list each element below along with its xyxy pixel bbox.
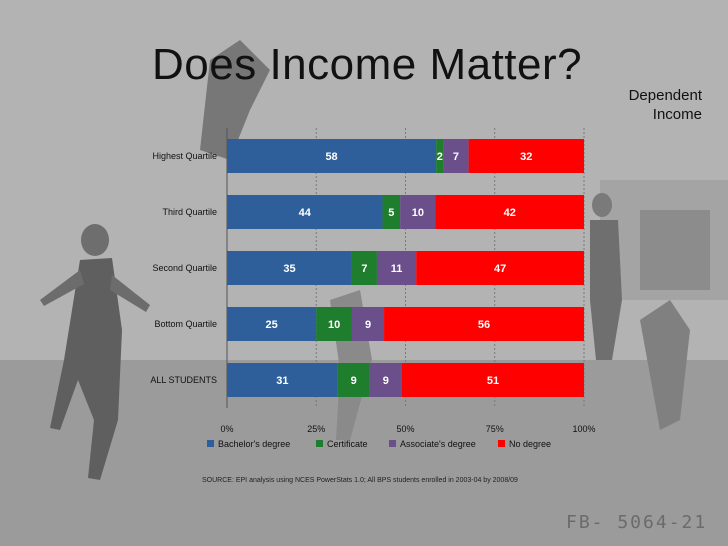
bar-segment xyxy=(376,251,417,285)
legend-swatch xyxy=(207,440,214,447)
legend-label: Associate's degree xyxy=(400,439,476,449)
data-label: 11 xyxy=(391,263,403,275)
bar-segment xyxy=(227,139,437,173)
data-label: 32 xyxy=(520,151,532,163)
bar-segment xyxy=(316,307,352,341)
slide-subtitle: Dependent Income xyxy=(629,86,702,124)
data-label: 47 xyxy=(494,263,506,275)
subtitle-line-2: Income xyxy=(652,106,702,123)
category-label: Highest Quartile xyxy=(152,151,217,161)
legend-swatch xyxy=(498,440,505,447)
data-label: 7 xyxy=(361,263,367,275)
x-tick-label: 0% xyxy=(220,424,233,434)
data-label: 31 xyxy=(276,375,288,387)
bar-segment xyxy=(351,307,385,341)
bar-segment xyxy=(468,139,584,173)
data-label: 44 xyxy=(299,207,312,219)
bar-segment xyxy=(436,139,444,173)
legend-label: Bachelor's degree xyxy=(218,439,290,449)
data-label: 42 xyxy=(504,207,516,219)
data-label: 9 xyxy=(351,375,357,387)
category-label: ALL STUDENTS xyxy=(150,375,217,385)
bar-segment xyxy=(384,307,584,341)
data-label: 7 xyxy=(453,151,459,163)
bar-segment xyxy=(400,195,436,229)
category-label: Second Quartile xyxy=(152,263,217,273)
bar-segment xyxy=(227,251,352,285)
x-tick-label: 25% xyxy=(307,424,325,434)
data-label: 2 xyxy=(437,151,443,163)
x-tick-label: 75% xyxy=(486,424,504,434)
bar-segment xyxy=(382,195,401,229)
slide-title: Does Income Matter? xyxy=(152,40,583,89)
data-label: 9 xyxy=(383,375,389,387)
data-label: 58 xyxy=(325,151,337,163)
bar-segment xyxy=(416,251,584,285)
legend-swatch xyxy=(389,440,396,447)
data-label: 35 xyxy=(283,263,295,275)
data-label: 10 xyxy=(328,319,340,331)
category-label: Bottom Quartile xyxy=(154,319,217,329)
data-label: 51 xyxy=(487,375,499,387)
bar-segment xyxy=(401,363,584,397)
data-label: 5 xyxy=(388,207,394,219)
data-label: 25 xyxy=(266,319,278,331)
bar-segment xyxy=(227,307,317,341)
bar-segment xyxy=(443,139,469,173)
bar-segment xyxy=(337,363,370,397)
archive-stamp: FB- 5064-21 xyxy=(566,512,708,533)
data-label: 56 xyxy=(478,319,490,331)
source-note: SOURCE: EPI analysis using NCES PowerSta… xyxy=(202,477,518,484)
bar-segment xyxy=(227,195,383,229)
data-label: 9 xyxy=(365,319,371,331)
data-label: 10 xyxy=(412,207,424,219)
category-label: Third Quartile xyxy=(162,207,217,217)
x-tick-label: 50% xyxy=(396,424,414,434)
legend-label: Certificate xyxy=(327,439,368,449)
legend-label: No degree xyxy=(509,439,551,449)
bar-segment xyxy=(227,363,338,397)
legend-swatch xyxy=(316,440,323,447)
bar-segment xyxy=(351,251,377,285)
x-tick-label: 100% xyxy=(572,424,595,434)
bar-segment xyxy=(435,195,584,229)
bar-segment xyxy=(369,363,402,397)
subtitle-line-1: Dependent xyxy=(628,87,702,104)
